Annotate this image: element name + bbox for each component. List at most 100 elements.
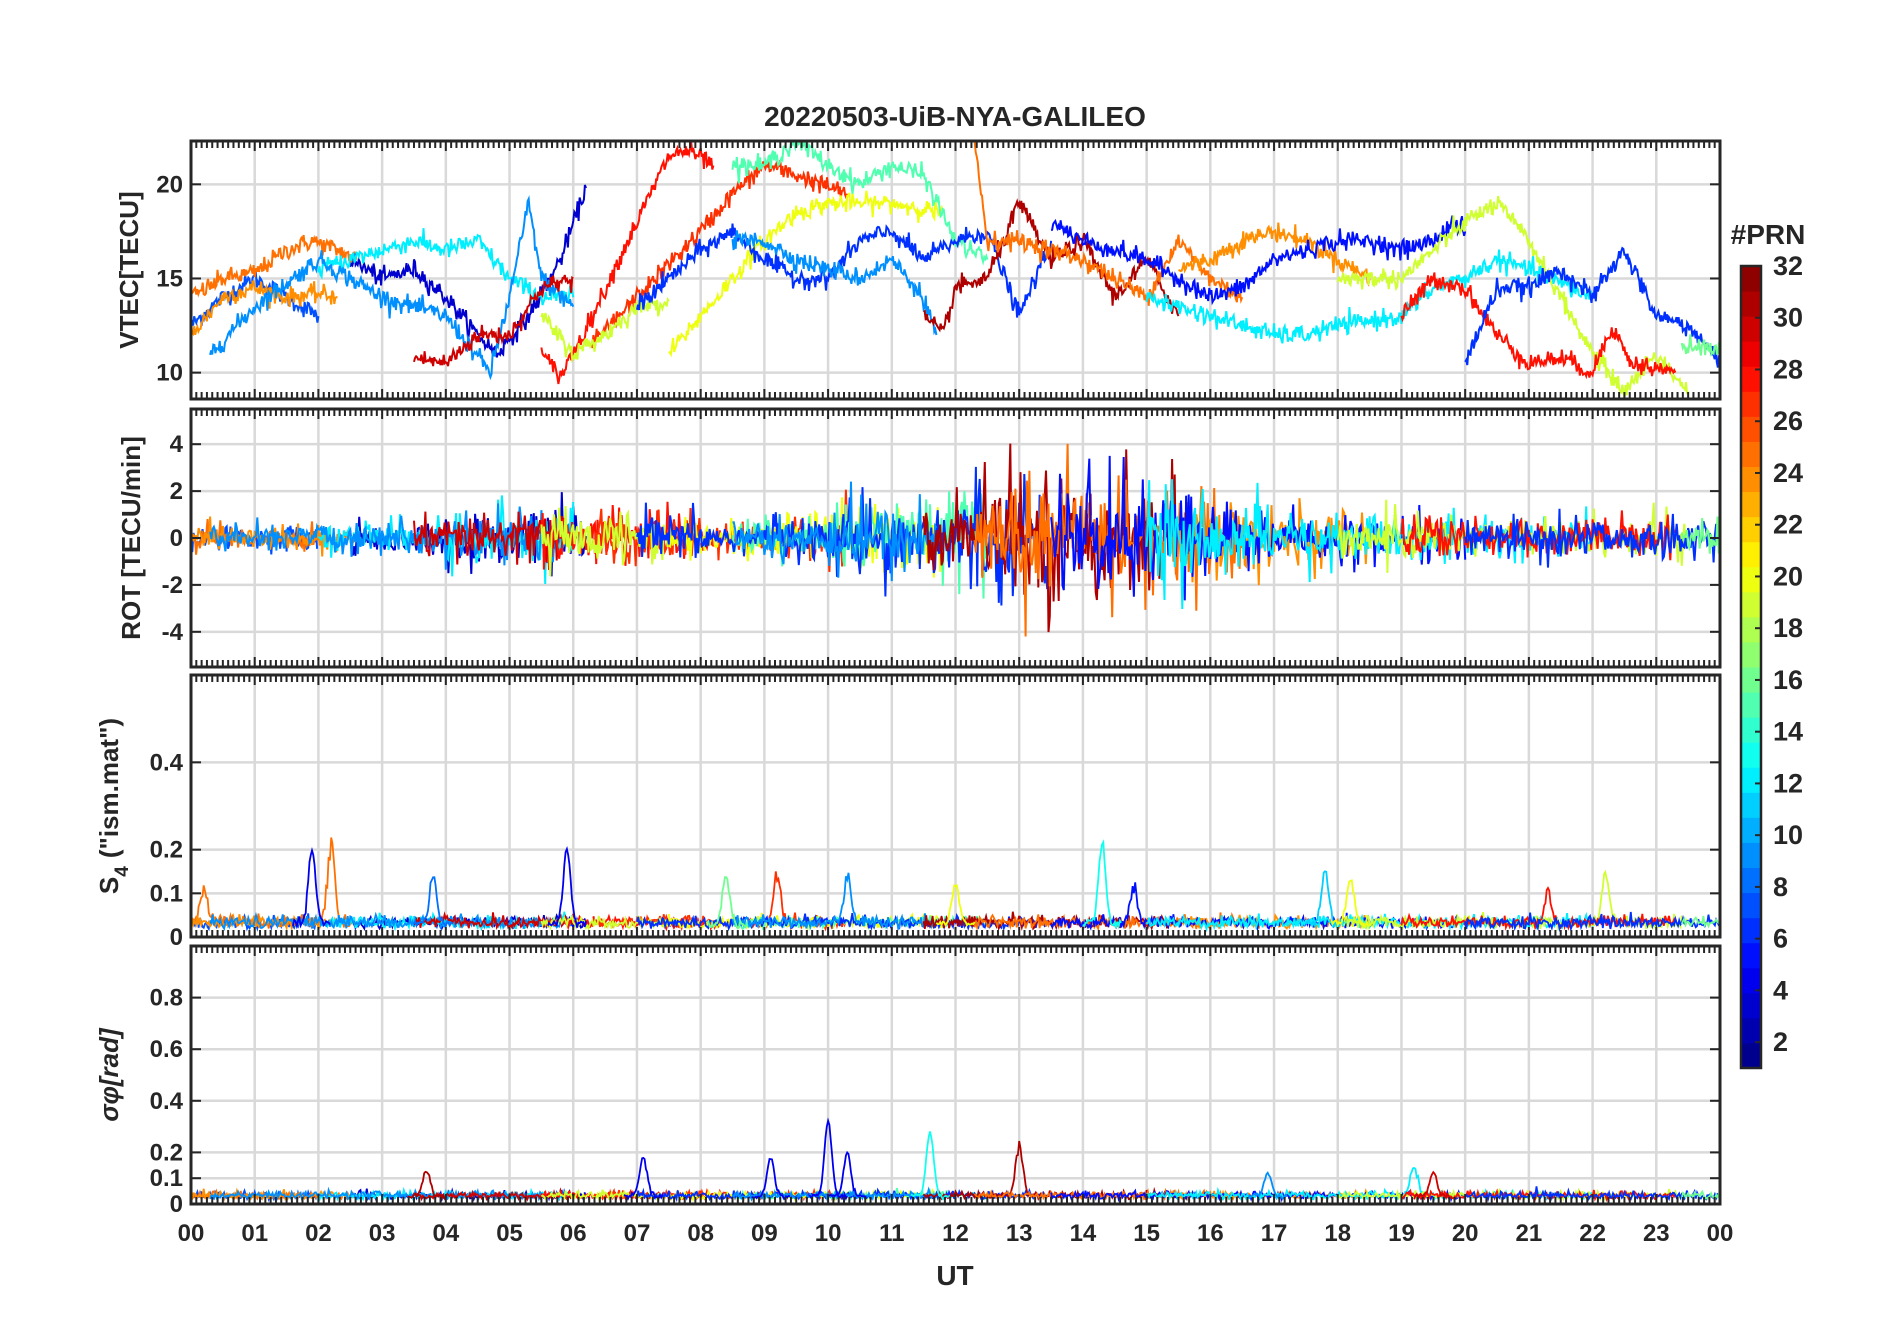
x-tick-label: 22: [1579, 1220, 1606, 1247]
colorbar-tick-label: 20: [1773, 561, 1803, 591]
colorbar-level: [1741, 892, 1761, 919]
y-tick-label: 0.2: [150, 837, 183, 864]
series-line-prn-24: [191, 516, 338, 557]
panel-1: 10 15 20 VTEC[TECU]: [114, 139, 1722, 401]
series-line-prn-12: [1146, 911, 1594, 933]
vtec-line-prn-9: [209, 195, 575, 381]
peak-line-prn-13: [910, 1131, 950, 1201]
colorbar-level: [1741, 817, 1761, 843]
x-tick-label: 00: [1707, 1220, 1734, 1247]
y-label-sub: 4: [112, 866, 133, 877]
colorbar-level: [1741, 717, 1761, 743]
y-tick-label: -2: [162, 572, 183, 599]
series-line-prn-16: [1680, 516, 1720, 554]
vtec-line-prn-15: [731, 141, 989, 266]
y-tick-label: -4: [162, 619, 184, 646]
colorbar-tick-label: 26: [1773, 406, 1803, 436]
y-tick-label: 0.1: [150, 880, 183, 907]
x-axis-label: UT: [936, 1260, 973, 1291]
vtec-line-prn-19: [1336, 195, 1690, 399]
x-tick-label: 01: [241, 1220, 268, 1247]
peak-line-prn-13: [1082, 839, 1122, 930]
vtec-line-prn-3: [349, 184, 587, 358]
x-tick-label: 08: [687, 1220, 714, 1247]
peak-line-prn-4: [546, 846, 587, 928]
series-line-prn-25: [191, 837, 357, 929]
colorbar-tick-label: 14: [1773, 717, 1803, 747]
colorbar-level: [1741, 792, 1761, 818]
x-tick-label: 17: [1261, 1220, 1288, 1247]
colorbar-tick-label: 28: [1773, 354, 1803, 384]
vtec-line-prn-30: [413, 274, 574, 367]
peak-line-prn-8: [413, 876, 453, 929]
series-line-prn-16: [1680, 1189, 1720, 1203]
y-axis-label: ROT [TECU/min]: [116, 436, 146, 640]
colorbar-tick-label: 18: [1773, 613, 1803, 643]
x-tick-label: 19: [1388, 1220, 1415, 1247]
vtec-line-prn-31: [923, 198, 1180, 333]
vtec-line-prn-5: [1050, 215, 1467, 306]
series-line-prn-30: [413, 511, 574, 565]
colorbar-level: [1741, 266, 1761, 292]
series-line-prn-6: [1464, 911, 1720, 933]
colorbar-box: [1739, 264, 1763, 1070]
colorbar-level: [1741, 641, 1761, 668]
colorbar-level: [1741, 1042, 1761, 1069]
colorbar-level: [1741, 917, 1761, 944]
colorbar-level: [1741, 366, 1761, 392]
vtec-line-prn-28: [540, 141, 715, 385]
vtec-line-prn-6: [636, 223, 1053, 318]
colorbar-tick-label: 30: [1773, 303, 1803, 333]
colorbar-label: #PRN: [1731, 219, 1806, 250]
vtec-line-prn-27: [591, 159, 849, 349]
y-tick-label: 0.6: [150, 1036, 183, 1063]
y-tick-label: 15: [156, 265, 183, 292]
vtec-line-prn-25: [191, 234, 358, 298]
colorbar-tick-label: 4: [1773, 975, 1788, 1005]
peak-line-prn-4: [751, 1158, 791, 1201]
x-tick-label: 04: [432, 1220, 459, 1247]
vtec-line-prn-6: [1464, 246, 1720, 368]
vtec-line-prn-19: [540, 295, 670, 364]
y-tick-label: 4: [170, 431, 184, 458]
x-tick-label: 20: [1452, 1220, 1479, 1247]
x-tick-label: 12: [942, 1220, 969, 1247]
vtec-line-prn-24: [1177, 222, 1371, 287]
colorbar-level: [1741, 291, 1761, 317]
series-line-prn-16: [1680, 915, 1720, 929]
x-tick-label: 00: [178, 1220, 205, 1247]
y-tick-label: 2: [170, 478, 183, 505]
colorbar-level: [1741, 867, 1761, 894]
peak-line-prn-9: [1247, 1171, 1288, 1200]
vtec-line-prn-25: [973, 141, 1244, 306]
colorbar-level: [1741, 667, 1761, 693]
series-group: [191, 1117, 1720, 1203]
peak-line-prn-20: [1330, 879, 1371, 931]
colorbar-level: [1741, 842, 1761, 868]
panel-4: 00.10.2 0.4 0.6 0.8 σφ[rad]: [94, 944, 1722, 1218]
x-tick-label: 03: [369, 1220, 396, 1247]
colorbar-level: [1741, 767, 1761, 793]
colorbar-level: [1741, 566, 1761, 593]
colorbar-level: [1741, 692, 1761, 718]
peak-line-prn-4: [623, 1156, 664, 1201]
series-line-prn-9: [731, 1186, 938, 1202]
colorbar-tick-label: 8: [1773, 872, 1788, 902]
x-tick-label: 02: [305, 1220, 332, 1247]
colorbar-tick-label: 10: [1773, 820, 1803, 850]
colorbar-tick-label: 16: [1773, 665, 1803, 695]
x-tick-label: 23: [1643, 1220, 1670, 1247]
y-tick-label: 0: [170, 525, 183, 552]
colorbar-level: [1741, 391, 1761, 417]
x-tick-label: 21: [1516, 1220, 1543, 1247]
colorbar-level: [1741, 341, 1761, 367]
peak-line-prn-4: [827, 1150, 867, 1198]
vtec-line-prn-16: [1680, 334, 1720, 357]
x-tick-label: 10: [815, 1220, 842, 1247]
peak-line-prn-4: [808, 1117, 848, 1201]
colorbar-level: [1741, 516, 1761, 543]
colorbar-tick-label: 22: [1773, 510, 1803, 540]
colorbar-level: [1741, 316, 1761, 342]
colorbar-level: [1741, 591, 1761, 618]
